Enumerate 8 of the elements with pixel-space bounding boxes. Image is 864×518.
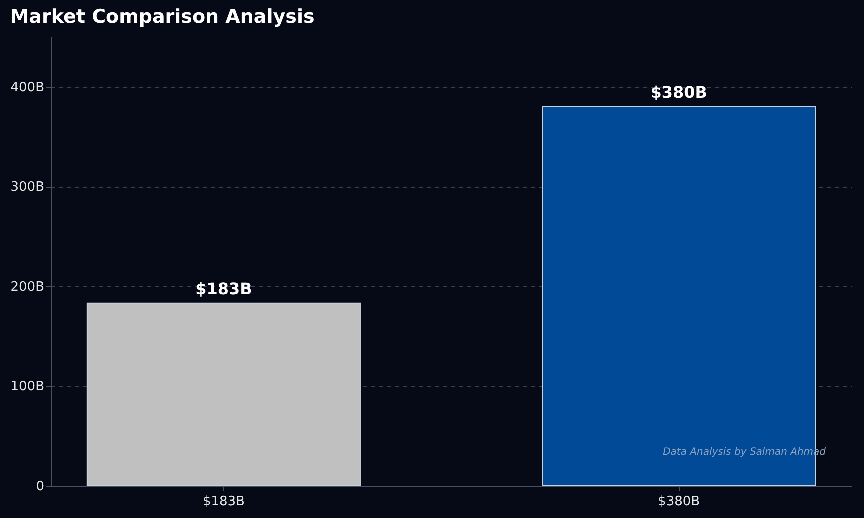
y-tick-label: 100B xyxy=(10,380,44,395)
data-label: $380B xyxy=(650,82,708,102)
y-tick-label: 400B xyxy=(10,80,44,96)
y-tick-label: 300B xyxy=(10,180,44,196)
y-tick-label: 0 xyxy=(36,480,44,494)
data-label: $183B xyxy=(196,279,252,298)
chart-title: Market Comparison Analysis xyxy=(10,6,315,28)
y-tick-label: 200B xyxy=(10,280,44,295)
